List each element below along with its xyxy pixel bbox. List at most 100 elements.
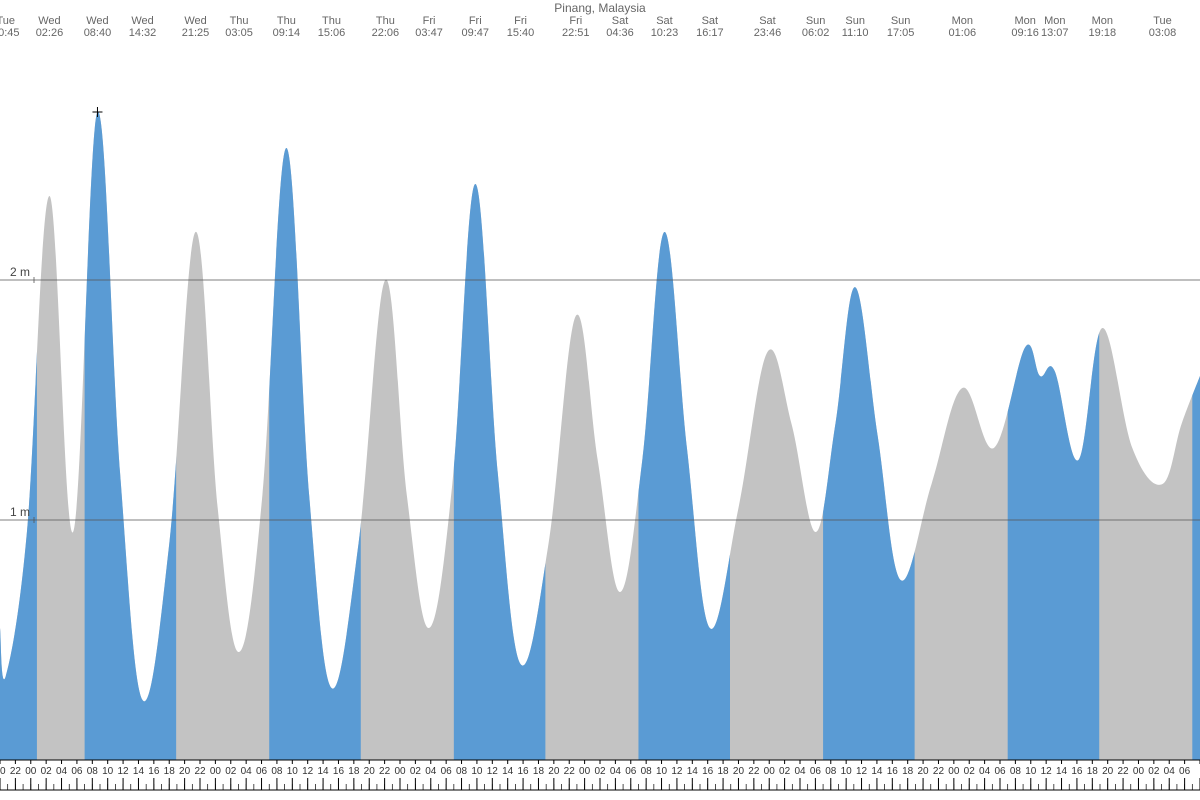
x-tick-label: 16 (333, 766, 345, 777)
x-tick-label: 18 (1087, 766, 1099, 777)
top-label-time: 08:40 (84, 27, 112, 39)
x-tick-label: 00 (394, 766, 406, 777)
top-label-day: Sat (656, 15, 673, 27)
x-tick-label: 22 (379, 766, 391, 777)
x-tick-label: 00 (948, 766, 960, 777)
x-tick-label: 18 (902, 766, 914, 777)
x-tick-label: 20 (364, 766, 376, 777)
top-label-day: Mon (1092, 15, 1113, 27)
x-tick-label: 00 (210, 766, 222, 777)
x-tick-label: 12 (487, 766, 499, 777)
x-tick-label: 08 (87, 766, 99, 777)
top-label-time: 14:32 (129, 27, 157, 39)
top-label-day: Sun (891, 15, 911, 27)
x-tick-label: 06 (256, 766, 268, 777)
x-tick-label: 10 (471, 766, 483, 777)
x-tick-label: 08 (825, 766, 837, 777)
x-tick-label: 08 (271, 766, 283, 777)
x-tick-label: 04 (610, 766, 622, 777)
x-tick-label: 14 (687, 766, 699, 777)
x-tick-label: 02 (225, 766, 237, 777)
x-tick-label: 10 (102, 766, 114, 777)
x-tick-label: 14 (502, 766, 514, 777)
top-label-day: Sun (806, 15, 826, 27)
top-label-time: 02:26 (36, 27, 64, 39)
x-tick-label: 18 (348, 766, 360, 777)
top-label-day: Thu (376, 15, 395, 27)
top-label-time: 20:45 (0, 27, 20, 39)
top-label-day: Thu (322, 15, 341, 27)
x-tick-label: 06 (441, 766, 453, 777)
x-tick-label: 10 (841, 766, 853, 777)
x-tick-label: 02 (41, 766, 53, 777)
x-tick-label: 08 (641, 766, 653, 777)
top-label-time: 23:46 (754, 27, 782, 39)
x-tick-label: 14 (871, 766, 883, 777)
x-tick-label: 04 (979, 766, 991, 777)
x-tick-label: 20 (918, 766, 930, 777)
top-label-day: Tue (1153, 15, 1172, 27)
top-label-time: 17:05 (887, 27, 915, 39)
top-label-day: Sat (702, 15, 719, 27)
top-label-time: 09:16 (1011, 27, 1039, 39)
x-tick-label: 04 (794, 766, 806, 777)
x-tick-label: 14 (318, 766, 330, 777)
x-tick-label: 10 (656, 766, 668, 777)
x-tick-label: 16 (702, 766, 714, 777)
top-label-day: Mon (1014, 15, 1035, 27)
x-tick-label: 20 (0, 766, 6, 777)
x-tick-label: 06 (810, 766, 822, 777)
top-label-day: Fri (569, 15, 582, 27)
x-tick-label: 06 (71, 766, 83, 777)
tide-chart: 1 m2 mPinang, MalaysiaTue20:45Wed02:26We… (0, 0, 1200, 800)
x-tick-label: 06 (1179, 766, 1191, 777)
x-tick-label: 22 (933, 766, 945, 777)
top-label-time: 15:06 (318, 27, 346, 39)
x-tick-label: 18 (718, 766, 730, 777)
top-label-time: 22:51 (562, 27, 590, 39)
x-tick-label: 00 (1133, 766, 1145, 777)
x-tick-label: 06 (625, 766, 637, 777)
x-tick-label: 12 (302, 766, 314, 777)
top-label-time: 03:08 (1149, 27, 1177, 39)
x-tick-label: 04 (241, 766, 253, 777)
top-label-time: 16:17 (696, 27, 724, 39)
x-tick-label: 04 (425, 766, 437, 777)
x-tick-label: 10 (1025, 766, 1037, 777)
x-tick-label: 22 (748, 766, 760, 777)
x-tick-label: 22 (1118, 766, 1130, 777)
top-label-time: 10:23 (651, 27, 679, 39)
x-tick-label: 08 (1010, 766, 1022, 777)
top-label-day: Tue (0, 15, 15, 27)
top-label-day: Thu (277, 15, 296, 27)
x-tick-label: 10 (287, 766, 299, 777)
x-tick-label: 02 (779, 766, 791, 777)
x-tick-label: 12 (671, 766, 683, 777)
x-tick-label: 18 (164, 766, 176, 777)
x-tick-label: 14 (133, 766, 145, 777)
top-label-day: Fri (469, 15, 482, 27)
top-label-day: Sat (612, 15, 629, 27)
y-axis-label: 1 m (10, 505, 30, 519)
top-label-day: Wed (86, 15, 108, 27)
top-label-time: 15:40 (507, 27, 535, 39)
x-tick-label: 22 (10, 766, 22, 777)
x-tick-label: 02 (410, 766, 422, 777)
top-label-day: Wed (184, 15, 206, 27)
x-tick-label: 16 (518, 766, 530, 777)
top-label-day: Sat (759, 15, 776, 27)
top-label-time: 09:14 (273, 27, 301, 39)
chart-svg: 1 m2 mPinang, MalaysiaTue20:45Wed02:26We… (0, 0, 1200, 800)
x-tick-label: 18 (533, 766, 545, 777)
x-tick-label: 02 (1148, 766, 1160, 777)
top-label-time: 11:10 (842, 27, 869, 39)
chart-title: Pinang, Malaysia (554, 1, 646, 15)
x-tick-label: 04 (56, 766, 68, 777)
top-label-time: 22:06 (372, 27, 400, 39)
x-tick-label: 20 (179, 766, 191, 777)
top-label-time: 19:18 (1089, 27, 1117, 39)
top-label-day: Fri (514, 15, 527, 27)
top-label-day: Fri (423, 15, 436, 27)
top-label-time: 21:25 (182, 27, 210, 39)
top-label-day: Mon (952, 15, 973, 27)
